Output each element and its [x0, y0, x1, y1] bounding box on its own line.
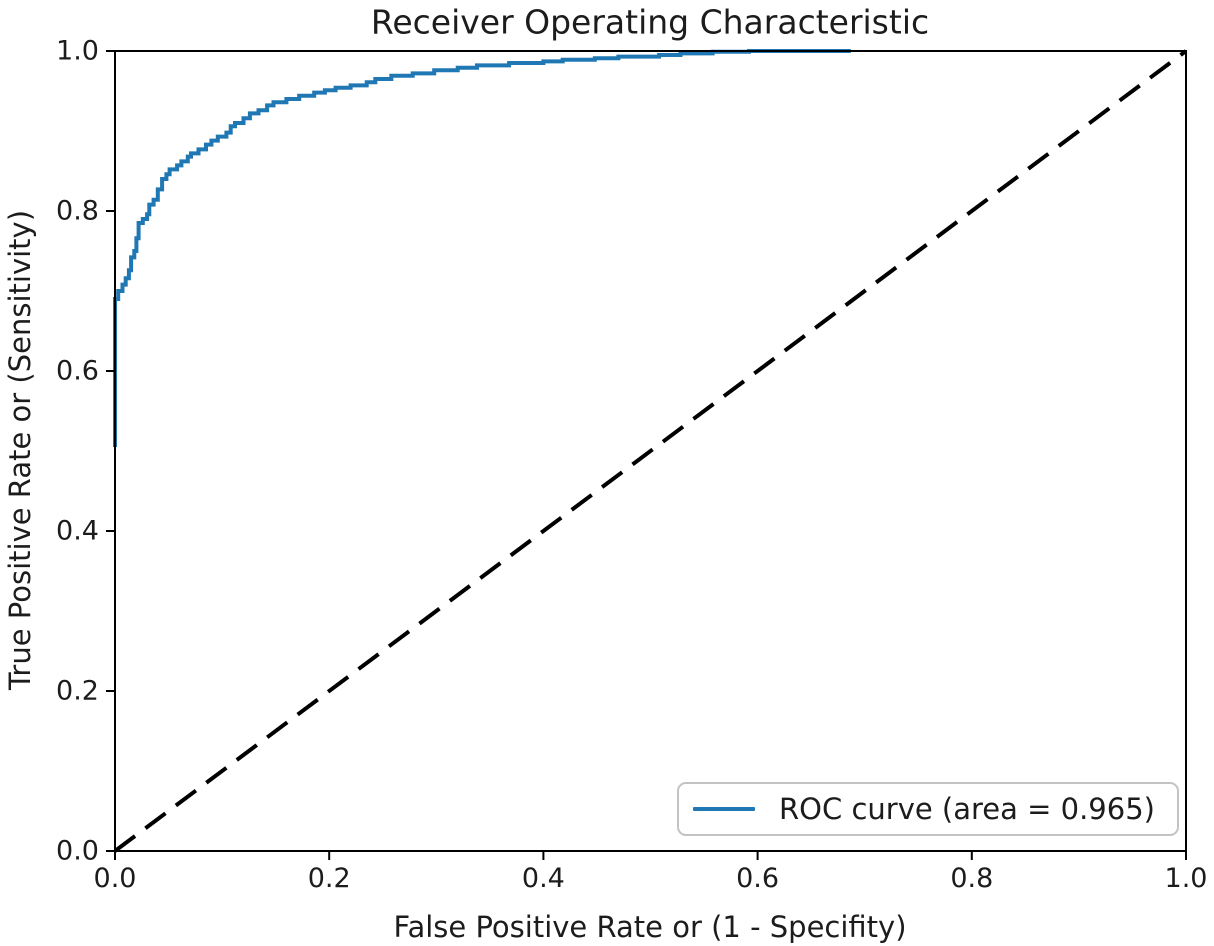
chart-title: Receiver Operating Characteristic [370, 2, 930, 42]
roc-curve-legend-swatch [693, 807, 755, 811]
chance-diagonal-path [113, 49, 1188, 853]
y-tick-label: 1.0 [56, 36, 99, 67]
y-tick-label: 0.4 [56, 516, 99, 547]
y-tick-label: 0.6 [56, 356, 99, 387]
y-tick-label: 0.0 [56, 836, 99, 867]
x-tick-label: 0.4 [522, 863, 565, 894]
roc-curve-path [113, 49, 851, 447]
y-axis-label: True Positive Rate or (Sensitivity) [3, 209, 37, 691]
plot-frame [114, 50, 1187, 852]
x-tick-label: 1.0 [1165, 863, 1208, 894]
x-tick-label: 0.2 [308, 863, 351, 894]
x-tick-label: 0.6 [736, 863, 779, 894]
roc-curve-legend-label: ROC curve (area = 0.965) [779, 792, 1155, 826]
x-tick-label: 0.0 [94, 863, 137, 894]
x-tick-label: 0.8 [950, 863, 993, 894]
x-axis-label: False Positive Rate or (1 - Specifity) [393, 910, 907, 944]
y-tick-label: 0.8 [56, 196, 99, 227]
y-tick-label: 0.2 [56, 676, 99, 707]
legend-box: ROC curve (area = 0.965) [677, 782, 1179, 836]
